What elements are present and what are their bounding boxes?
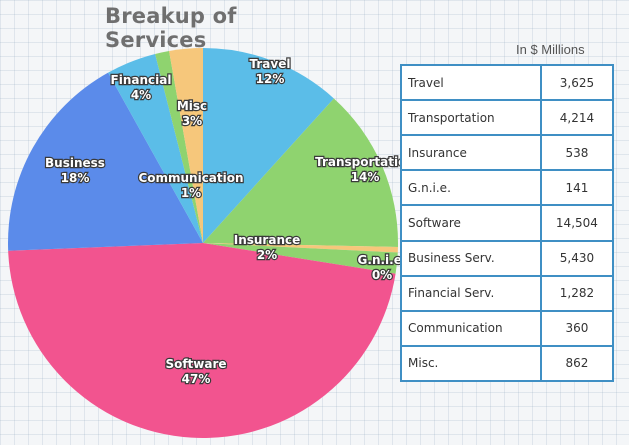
table-row: Travel 3,625	[400, 63, 615, 102]
slice-percent-software: 47%	[182, 372, 211, 386]
table-cell-label: Misc.	[400, 344, 542, 383]
slice-percent-misc: 3%	[182, 114, 202, 128]
slice-label-transportation: Transportation	[315, 155, 415, 169]
table-cell-label: Communication	[400, 309, 542, 347]
slice-label-travel: Travel	[250, 57, 291, 71]
table-cell-label: G.n.i.e.	[400, 169, 542, 207]
table-row: Communication 360	[400, 309, 615, 347]
chart-title: Breakup of Services	[105, 4, 237, 52]
pie-slice-travel	[203, 48, 334, 243]
table-cell-value: 4,214	[539, 99, 615, 137]
table-row: Software 14,504	[400, 204, 615, 242]
slice-label-financial: Financial	[111, 73, 172, 87]
table-cell-value: 141	[539, 169, 615, 207]
slice-percent-financial: 4%	[131, 88, 151, 102]
pie-slice-business	[7, 72, 203, 251]
pie-slice-g-n-i-e	[203, 243, 398, 253]
slice-percent-travel: 12%	[256, 72, 285, 86]
slice-label-g-n-i-e: G.n.i.e.	[358, 253, 407, 267]
pie-slice-insurance	[203, 243, 398, 274]
slice-label-communication: Communication	[138, 171, 243, 185]
table-cell-label: Business Serv.	[400, 239, 542, 277]
pie-slice-software	[8, 243, 396, 439]
table-row: Financial Serv. 1,282	[400, 274, 615, 312]
slice-label-business: Business	[45, 156, 105, 170]
table-cell-label: Transportation	[400, 99, 542, 137]
slice-percent-communication: 1%	[181, 186, 201, 200]
pie-slice-financial	[108, 53, 203, 243]
slice-percent-g-n-i-e: 0%	[372, 268, 392, 282]
slice-percent-business: 18%	[61, 171, 90, 185]
table-cell-value: 1,282	[539, 274, 615, 312]
table-row: Insurance 538	[400, 134, 615, 172]
table-cell-label: Software	[400, 204, 542, 242]
pie-slice-communication	[155, 50, 203, 244]
slice-label-misc: Misc	[177, 99, 207, 113]
table-cell-value: 538	[539, 134, 615, 172]
table-row: Transportation 4,214	[400, 99, 615, 137]
table-cell-label: Travel	[400, 63, 542, 102]
table-cell-value: 862	[539, 344, 615, 383]
slice-label-software: Software	[165, 357, 226, 371]
table-cell-value: 14,504	[539, 204, 615, 242]
slice-label-insurance: Insurance	[234, 233, 301, 247]
table-row: Business Serv. 5,430	[400, 239, 615, 277]
unit-note: In $ Millions	[516, 42, 585, 57]
table-cell-value: 5,430	[539, 239, 615, 277]
slice-percent-transportation: 14%	[351, 170, 380, 184]
table-row: G.n.i.e. 141	[400, 169, 615, 207]
table-cell-value: 3,625	[539, 63, 615, 102]
table-row: Misc. 862	[400, 344, 615, 383]
table-cell-value: 360	[539, 309, 615, 347]
slice-percent-insurance: 2%	[257, 248, 277, 262]
table-cell-label: Financial Serv.	[400, 274, 542, 312]
table-cell-label: Insurance	[400, 134, 542, 172]
pie-slice-transportation	[203, 98, 399, 247]
values-table: Travel 3,625 Transportation 4,214 Insurance 5…	[400, 63, 615, 383]
pie-slice-misc	[169, 48, 203, 243]
